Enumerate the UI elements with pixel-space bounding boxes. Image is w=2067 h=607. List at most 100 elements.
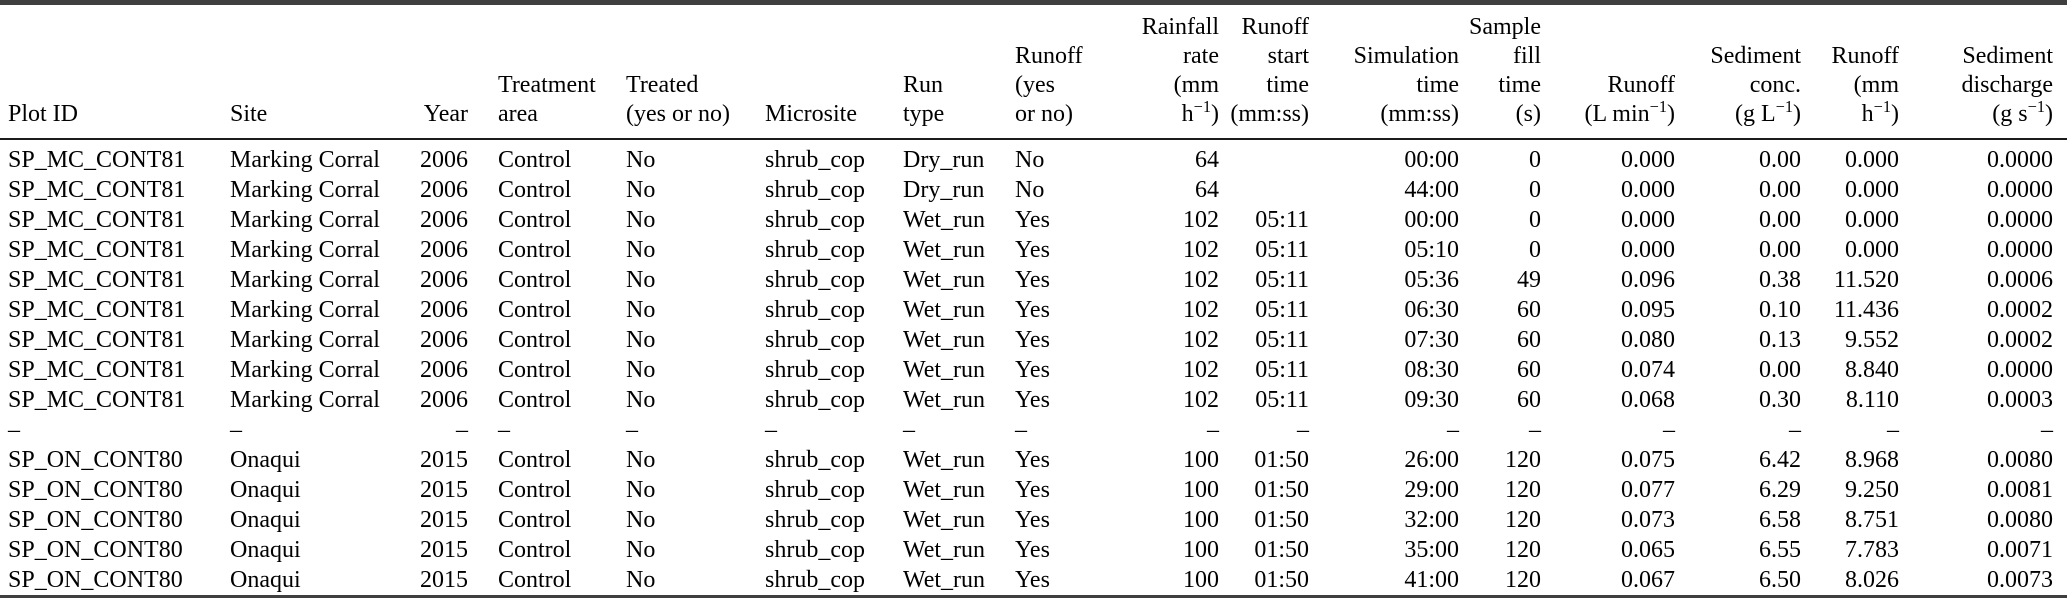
cell-runoff-start-time: 05:11: [1255, 387, 1309, 413]
header-line: Run: [903, 72, 944, 98]
header-line: Sediment: [1710, 43, 1801, 69]
cell-treatment-area: Control: [498, 567, 572, 593]
cell-treatment-area: Control: [498, 387, 572, 413]
cell-runoff-mm-h: 0.000: [1845, 177, 1899, 203]
separator-row: – – – – – – – – – – – – – – – –: [0, 415, 2067, 445]
cell-site: Marking Corral: [230, 177, 380, 203]
table-row: SP_MC_CONT81 Marking Corral 2006 Control No s…: [0, 235, 2067, 265]
cell-sediment-conc: 6.50: [1759, 567, 1801, 593]
cell-simulation-time: –: [1447, 417, 1459, 443]
cell-sediment-discharge: 0.0002: [1987, 297, 2053, 323]
cell-site: Onaqui: [230, 537, 301, 563]
cell-run-type: Wet_run: [903, 297, 986, 323]
cell-plot-id: SP_MC_CONT81: [8, 177, 186, 203]
cell-simulation-time: 05:36: [1404, 267, 1459, 293]
cell-plot-id: SP_MC_CONT81: [8, 387, 186, 413]
cell-runoff-yes-or-no: Yes: [1015, 327, 1050, 353]
cell-runoff-start-time: 05:11: [1255, 267, 1309, 293]
cell-runoff-l-min: 0.095: [1621, 297, 1675, 323]
cell-rainfall-rate: 100: [1183, 567, 1219, 593]
cell-treated: No: [626, 567, 656, 593]
cell-microsite: shrub_cop: [765, 537, 865, 563]
cell-simulation-time: 26:00: [1404, 447, 1459, 473]
cell-sediment-conc: 0.30: [1759, 387, 1801, 413]
header-line: (mm: [1173, 72, 1219, 98]
cell-run-type: Dry_run: [903, 177, 985, 203]
cell-runoff-start-time: 01:50: [1254, 567, 1309, 593]
table-row: SP_MC_CONT81 Marking Corral 2006 Control No s…: [0, 355, 2067, 385]
cell-runoff-mm-h: 9.552: [1845, 327, 1899, 353]
cell-run-type: Wet_run: [903, 267, 986, 293]
cell-rainfall-rate: 64: [1195, 147, 1219, 173]
cell-microsite: shrub_cop: [765, 477, 865, 503]
cell-simulation-time: 06:30: [1404, 297, 1459, 323]
cell-runoff-start-time: 05:11: [1255, 327, 1309, 353]
cell-treatment-area: –: [498, 417, 510, 443]
header-line: Year: [423, 101, 468, 127]
table-row: SP_MC_CONT81 Marking Corral 2006 Control No s…: [0, 265, 2067, 295]
cell-year: 2006: [420, 237, 468, 263]
cell-microsite: –: [765, 417, 777, 443]
table-row: SP_MC_CONT81 Marking Corral 2006 Control No s…: [0, 175, 2067, 205]
table-row: SP_MC_CONT81 Marking Corral 2006 Control No s…: [0, 205, 2067, 235]
cell-treatment-area: Control: [498, 537, 572, 563]
cell-runoff-start-time: –: [1297, 417, 1309, 443]
header-line: time: [1266, 72, 1309, 98]
cell-rainfall-rate: 102: [1183, 267, 1219, 293]
header-line: (s): [1515, 101, 1541, 127]
cell-rainfall-rate: 64: [1195, 177, 1219, 203]
cell-year: 2015: [420, 477, 468, 503]
cell-runoff-yes-or-no: No: [1015, 177, 1045, 203]
cell-plot-id: SP_ON_CONT80: [8, 477, 183, 503]
cell-sample-fill-time: 0: [1529, 147, 1541, 173]
cell-runoff-start-time: 05:11: [1255, 357, 1309, 383]
header-rainfall-rate: Rainfall rate (mm h−1): [1072, 2, 1220, 140]
cell-runoff-mm-h: 8.840: [1845, 357, 1899, 383]
header-year: Year: [405, 2, 470, 140]
cell-runoff-start-time: [1220, 175, 1310, 205]
cell-site: Onaqui: [230, 477, 301, 503]
cell-sample-fill-time: –: [1529, 417, 1541, 443]
header-line: (mm:ss): [1230, 101, 1309, 127]
header-line: Sample: [1469, 14, 1541, 40]
table-row: SP_ON_CONT80 Onaqui 2015 Control No shrub_cop…: [0, 565, 2067, 597]
cell-runoff-l-min: 0.000: [1621, 237, 1675, 263]
cell-treatment-area: Control: [498, 147, 572, 173]
cell-sample-fill-time: 120: [1505, 477, 1541, 503]
cell-simulation-time: 35:00: [1404, 537, 1459, 563]
cell-runoff-l-min: 0.074: [1621, 357, 1675, 383]
cell-sample-fill-time: 0: [1529, 177, 1541, 203]
header-runoff-yes-or-no: Runoff (yes or no): [987, 2, 1083, 140]
header-line: (mm: [1853, 72, 1899, 98]
cell-site: Marking Corral: [230, 267, 380, 293]
cell-treatment-area: Control: [498, 447, 572, 473]
cell-runoff-start-time: 05:11: [1255, 207, 1309, 233]
cell-runoff-mm-h: 8.751: [1845, 507, 1899, 533]
header-line: Runoff: [1607, 72, 1675, 98]
header-line: discharge: [1961, 72, 2053, 98]
header-line: time: [1498, 72, 1541, 98]
cell-runoff-yes-or-no: Yes: [1015, 537, 1050, 563]
cell-treatment-area: Control: [498, 177, 572, 203]
cell-runoff-yes-or-no: Yes: [1015, 507, 1050, 533]
cell-run-type: Wet_run: [903, 207, 986, 233]
cell-runoff-l-min: 0.065: [1621, 537, 1675, 563]
cell-runoff-start-time: 01:50: [1254, 507, 1309, 533]
cell-runoff-yes-or-no: Yes: [1015, 207, 1050, 233]
cell-run-type: Wet_run: [903, 387, 986, 413]
header-line: conc.: [1749, 72, 1801, 98]
table-row: SP_ON_CONT80 Onaqui 2015 Control No shrub_cop…: [0, 475, 2067, 505]
cell-microsite: shrub_cop: [765, 567, 865, 593]
cell-runoff-mm-h: 8.968: [1845, 447, 1899, 473]
cell-sediment-conc: 0.38: [1759, 267, 1801, 293]
cell-sediment-discharge: –: [2041, 417, 2053, 443]
cell-runoff-start-time: 05:11: [1255, 297, 1309, 323]
header-line: rate: [1183, 43, 1219, 69]
cell-simulation-time: 07:30: [1404, 327, 1459, 353]
cell-sample-fill-time: 60: [1517, 327, 1541, 353]
header-line: Rainfall: [1141, 14, 1219, 40]
cell-year: 2006: [420, 207, 468, 233]
cell-site: Marking Corral: [230, 207, 380, 233]
header-runoff-mm-h: Runoff (mm h−1): [1802, 2, 1900, 140]
cell-runoff-mm-h: 11.520: [1833, 267, 1899, 293]
